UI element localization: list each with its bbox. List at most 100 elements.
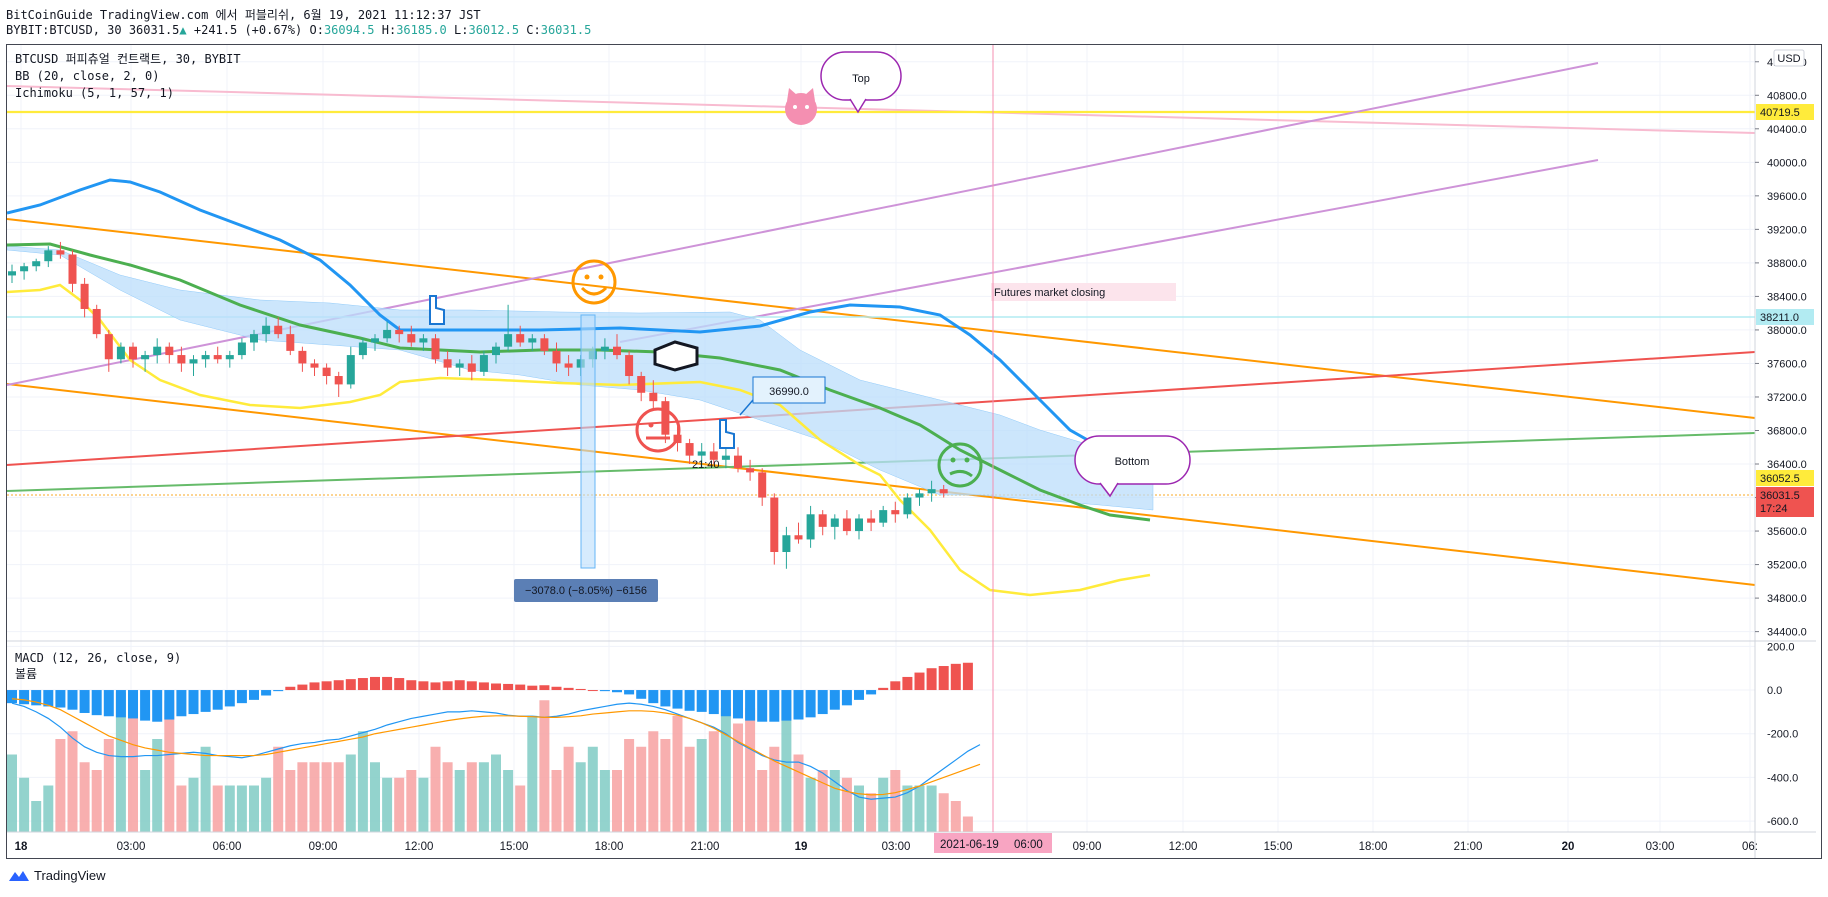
volume-bar	[188, 777, 199, 832]
ohlc-line: BYBIT:BTCUSD, 30 36031.5▲ +241.5 (+0.67%…	[6, 23, 591, 37]
volume-bar	[418, 777, 429, 832]
axes: 41200.040800.040400.040000.039600.039200…	[7, 45, 1816, 858]
volume-bar	[938, 793, 949, 832]
candle-body	[818, 514, 827, 527]
candle-body	[56, 250, 65, 255]
crosshair-time-label2: 06:00	[1014, 839, 1043, 851]
candle-body	[855, 518, 863, 532]
volume-bar	[491, 754, 501, 832]
volume-bar	[672, 715, 683, 832]
volume-bar	[612, 770, 622, 832]
macd-histogram-bar	[696, 690, 707, 712]
legend-volume: 볼륨	[15, 667, 37, 681]
candle-body	[479, 355, 488, 372]
price-label-cyan	[1756, 309, 1814, 325]
macd-histogram-bar	[212, 690, 223, 710]
volume-bar	[660, 739, 671, 832]
volume-bar	[575, 762, 586, 832]
volume-bar	[866, 793, 877, 832]
time-tick-label: 09:00	[1073, 841, 1102, 853]
volume-bar	[757, 770, 768, 832]
macd-histogram-bar	[757, 690, 768, 722]
time-tick-label: 03:00	[1646, 841, 1675, 853]
macd-histogram-bar	[733, 690, 743, 719]
candle-body	[20, 266, 29, 272]
candle-body	[262, 325, 271, 335]
smiley-face-icon	[571, 259, 617, 305]
macd-histogram-bar	[224, 690, 235, 707]
macd-histogram-bar	[466, 681, 477, 691]
indicator-lines	[7, 178, 1156, 597]
volume-bar	[926, 785, 937, 832]
annotations[interactable]: Top Bottom Futures market closing 36990.0 21…	[429, 51, 1191, 602]
volume-bar	[7, 754, 17, 832]
low-label: L:	[454, 23, 469, 37]
candle-body	[153, 346, 162, 356]
footer-brand[interactable]: TradingView	[8, 868, 106, 883]
publish-info: BitCoinGuide TradingView.com 에서 퍼블리쉬, 6월…	[6, 6, 481, 23]
macd-histogram-bar	[829, 690, 840, 710]
macd-histogram-bar	[938, 666, 949, 691]
macd-histogram-bar	[333, 680, 344, 691]
macd-histogram-bar	[684, 690, 695, 711]
candle-body	[419, 338, 428, 343]
volume-bar	[454, 770, 465, 832]
volume-bar	[466, 762, 477, 832]
candle-body	[661, 401, 670, 435]
macd-histogram-bar	[660, 690, 671, 707]
volume-bar	[212, 785, 223, 832]
last-price-badge	[1756, 487, 1814, 517]
top-callout-tail	[849, 98, 867, 114]
macd-histogram-bar	[236, 690, 247, 704]
macd-histogram-bar	[781, 690, 792, 721]
price-label-yellow2-text: 36052.5	[1760, 473, 1800, 485]
volume-bar	[430, 746, 441, 832]
neutral-face-icon	[635, 407, 681, 453]
volume-bar	[91, 770, 102, 832]
pointing-hand-icon-2	[719, 419, 735, 449]
volume-bar	[357, 731, 368, 832]
currency-label: USD	[1777, 53, 1800, 65]
macd-histogram-bar	[599, 690, 610, 692]
legend-ichimoku: Ichimoku (5, 1, 57, 1)	[15, 86, 174, 100]
close-label: C:	[526, 23, 541, 37]
candle-body	[649, 392, 658, 402]
bottom-callout-tail	[1099, 482, 1119, 498]
candle-body	[734, 455, 742, 469]
macd-histogram-bar	[817, 690, 828, 715]
time-tick-label: 21:00	[691, 841, 720, 853]
ichimoku-green-line	[7, 242, 1151, 522]
macd-histogram-bar	[406, 680, 417, 691]
macd-histogram-bar	[914, 672, 925, 691]
candle-body	[225, 355, 234, 360]
macd-histogram-bar	[79, 690, 90, 713]
time-tick-label: 12:00	[405, 841, 434, 853]
volume-bar	[854, 785, 864, 832]
candle-body	[383, 329, 392, 339]
candle-body	[322, 367, 331, 377]
macd-tick-label: -200.0	[1767, 729, 1798, 741]
time-tick-label: 06:00	[213, 841, 242, 853]
volume-bar	[624, 739, 635, 832]
candle-body	[504, 334, 513, 347]
price-tick-label: 34400.0	[1767, 627, 1807, 639]
high-label: H:	[381, 23, 397, 37]
candle-body	[528, 338, 537, 343]
candle-body	[407, 334, 416, 343]
time-tick-label: 12:00	[1169, 841, 1198, 853]
pink-trend-line	[7, 85, 1755, 134]
macd-histogram-bar	[91, 690, 102, 716]
chart-frame[interactable]	[6, 44, 1822, 859]
macd-histogram-bar	[672, 690, 683, 709]
legend-bb: BB (20, close, 2, 0)	[15, 69, 160, 83]
price-tick-label: 38800.0	[1767, 258, 1807, 270]
price-label-cyan-text: 38211.0	[1760, 312, 1799, 324]
candle-body	[891, 510, 900, 515]
price-tick-label: 37200.0	[1767, 392, 1807, 404]
candle-body	[80, 283, 89, 309]
last-price: 36031.5	[128, 23, 180, 37]
volume-bar	[636, 746, 647, 832]
price-tick-label: 36800.0	[1767, 425, 1807, 437]
macd-tick-label: 0.0	[1767, 685, 1782, 697]
